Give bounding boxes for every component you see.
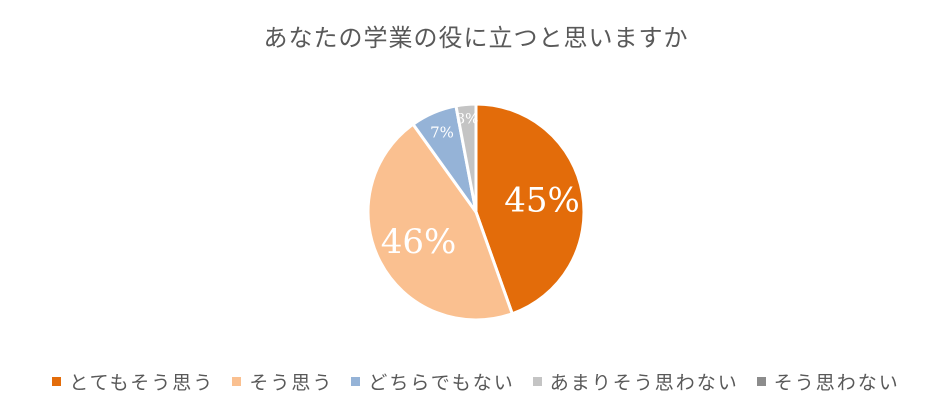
data-label-strongly-agree: 45% xyxy=(504,181,580,221)
pie-slice-disagree xyxy=(454,102,478,214)
legend-label-strongly-disagree: そう思わない xyxy=(773,372,900,394)
legend-item-strongly-agree: とてもそう思う xyxy=(52,368,214,395)
chart-title: あなたの学業の役に立つと思いますか xyxy=(263,24,689,52)
legend-item-agree: そう思う xyxy=(232,368,333,395)
legend-swatch-disagree xyxy=(532,377,542,386)
legend-item-neutral: どちらでもない xyxy=(351,368,514,395)
legend-swatch-strongly-disagree xyxy=(756,377,766,386)
data-label-agree: 46% xyxy=(381,222,457,262)
legend-label-disagree: あまりそう思わない xyxy=(549,372,739,394)
legend-label-agree: そう思う xyxy=(249,372,334,394)
legend-item-strongly-disagree: そう思わない xyxy=(756,368,900,395)
legend-item-disagree: あまりそう思わない xyxy=(532,368,739,395)
legend-swatch-strongly-agree xyxy=(52,377,62,386)
legend-label-strongly-agree: とてもそう思う xyxy=(69,372,215,394)
chart-legend: とてもそう思う そう思う どちらでもない あまりそう思わない そう思わない xyxy=(0,368,952,395)
data-label-disagree: 3% xyxy=(456,112,478,128)
pie-slice-strongly-agree xyxy=(474,102,586,316)
legend-swatch-neutral xyxy=(351,377,361,386)
legend-swatch-agree xyxy=(232,377,242,386)
legend-label-neutral: どちらでもない xyxy=(368,372,515,394)
data-label-neutral: 7% xyxy=(430,124,454,142)
pie-slice-agree xyxy=(366,122,514,322)
